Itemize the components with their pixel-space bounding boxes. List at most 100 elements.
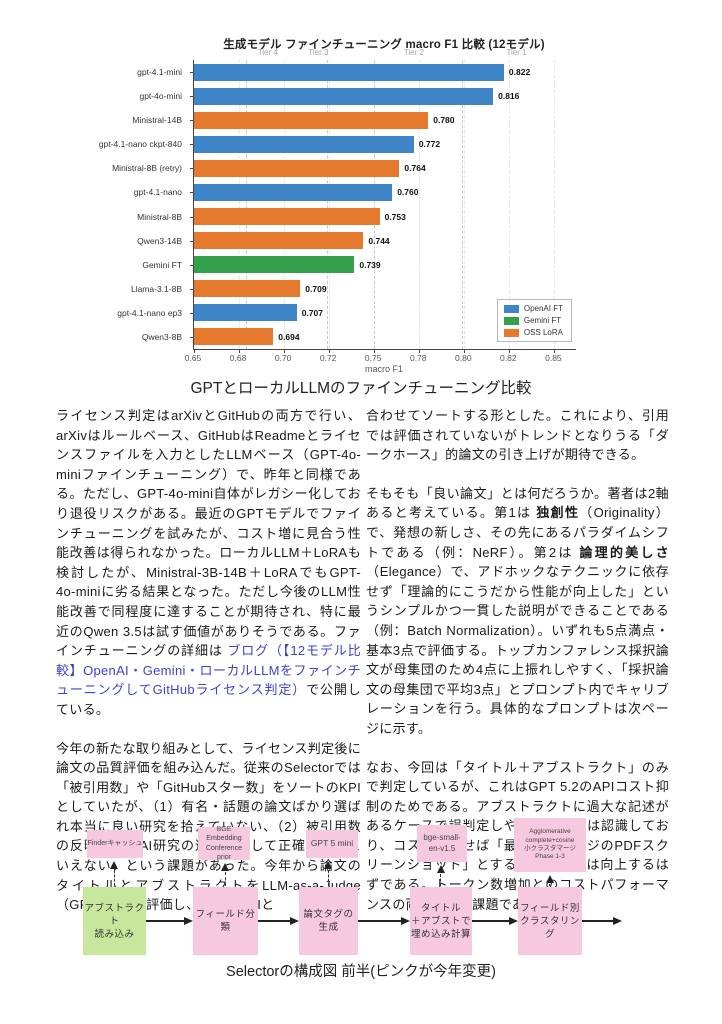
dashed-connector	[549, 884, 551, 886]
chart-bar	[194, 135, 414, 153]
bar-value-label: 0.816	[498, 91, 520, 102]
tier-label: Tier 2	[403, 48, 424, 57]
text-run: そもそも「良い論文」とは何だろうか。著者は2軸あると考えている。第1は	[366, 485, 669, 521]
x-tick-mark	[464, 349, 466, 353]
label-line: フィールド別	[520, 902, 580, 914]
y-tick-mark	[190, 120, 194, 122]
dashed-connector	[440, 874, 442, 886]
label-line: 埋め込み計算	[410, 928, 471, 940]
y-axis-model-label: Qwen3-8B	[141, 331, 182, 342]
bar-value-label: 0.707	[301, 307, 323, 318]
tier-boundary-line	[462, 60, 464, 349]
legend-swatch	[503, 304, 519, 313]
flow-arrow-line	[146, 920, 185, 922]
bar-value-label: 0.709	[305, 283, 327, 294]
chart-bar	[194, 256, 355, 274]
flow-node: アブストラクト 読み込み	[83, 887, 146, 955]
label-line: タイトル	[420, 902, 461, 914]
label-line: BGE Embedding	[206, 826, 242, 843]
y-axis-model-label: Ministral-14B	[132, 115, 182, 126]
label-line: GPT 5 mini	[310, 838, 354, 849]
tier-boundary-line	[327, 60, 329, 349]
grid-line	[464, 60, 466, 349]
paragraph: 合わせてソートする形とした。これにより、引用では評価されていないがトレンドとなり…	[366, 406, 669, 465]
y-tick-mark	[190, 192, 194, 194]
tier-boundary-line	[374, 60, 376, 349]
y-axis-model-label: Ministral-8B	[137, 211, 182, 222]
tier-boundary-line	[246, 60, 248, 349]
x-tick-mark	[194, 349, 195, 353]
chart-bar	[194, 280, 301, 298]
chart-bar	[194, 87, 494, 105]
tier-label: Tier 3	[308, 48, 329, 57]
label-line: フィールド分類	[195, 909, 256, 933]
label-line: Finderキャッシュ	[87, 840, 143, 848]
label-line: アブストラクト	[84, 902, 145, 927]
y-tick-mark	[190, 336, 194, 338]
label-line: complete+cosine	[525, 836, 575, 844]
x-tick-mark	[419, 349, 421, 353]
y-axis-model-label: gpt-4o-mini	[139, 91, 182, 102]
x-tick-mark	[239, 349, 241, 353]
dashed-connector	[224, 872, 226, 886]
flow-arrow-line	[258, 920, 291, 922]
annotation-node: bge-small-en-v1.5	[417, 825, 467, 862]
legend-entry: OpenAI FT	[503, 304, 563, 313]
grid-line	[329, 60, 331, 349]
chart-y-axis-labels: gpt-4.1-mini gpt-4o-mini Ministral-14B gpt-…	[0, 60, 189, 349]
up-arrow-icon	[221, 863, 229, 871]
x-tick-label: 0.75	[364, 353, 382, 363]
label-line: bge-small-	[423, 833, 461, 843]
right-arrow-icon	[290, 916, 299, 925]
label-line: Conference prior	[205, 844, 243, 861]
bar-value-label: 0.694	[278, 331, 300, 342]
bar-value-label: 0.764	[404, 163, 426, 174]
grid-line	[284, 60, 286, 349]
label-line: 小クラスタマージ	[524, 845, 576, 852]
text-run: 独創性	[536, 505, 580, 521]
legend-swatch	[503, 328, 519, 337]
y-axis-model-label: gpt-4.1-nano ckpt-840	[98, 139, 182, 150]
y-axis-model-label: Llama-3.1-8B	[130, 283, 182, 294]
plot-area: Tier 4 Tier 3 Tier 2 Tier 1 0.822 0.816 0.780 0…	[190, 48, 576, 353]
x-tick-mark	[329, 349, 331, 353]
x-tick-mark	[374, 349, 376, 353]
legend-label: OSS LoRA	[523, 328, 563, 337]
x-tick-mark	[554, 349, 556, 353]
annotation-node: Agglomerative complete+cosine 小クラスタマージ Phas…	[514, 818, 586, 872]
legend-swatch	[503, 316, 519, 325]
bar-value-label: 0.780	[433, 115, 455, 126]
chart-bar	[194, 208, 380, 226]
text-run: （Originality）で、発想の新しさ、その先にあるパラダイムシフトである（…	[366, 505, 669, 560]
text-column-right: 合わせてソートする形とした。これにより、引用では評価されていないがトレンドとなり…	[366, 406, 669, 933]
right-arrow-icon	[184, 916, 193, 925]
label-line: Phase 1-3	[535, 853, 565, 861]
label-line: クラスタリング	[520, 915, 580, 940]
legend-label: Gemini FT	[523, 316, 562, 325]
y-tick-mark	[190, 312, 194, 314]
annotation-node: Finderキャッシュ	[87, 830, 143, 858]
dashed-connector	[327, 870, 329, 886]
text-run: （Elegance）で、アドホックなテクニックに依存せず「理論的にこうだから性能…	[366, 564, 669, 736]
legend-label: OpenAI FT	[523, 304, 563, 313]
flow-node: タイトル ＋アブストで 埋め込み計算	[410, 887, 472, 955]
x-tick-label: 0.72	[319, 353, 337, 363]
chart-x-axis-title: macro F1	[364, 364, 403, 374]
tier-label: Tier 4	[257, 48, 278, 57]
right-arrow-icon	[509, 916, 518, 925]
chart-bar	[194, 232, 364, 250]
blog-link[interactable]: ブログ（【12モデル比較】OpenAI・Gemini・ローカルLLMをファインチ…	[56, 643, 361, 698]
chart-bar	[194, 328, 274, 346]
flow-node: フィールド別 クラスタリング	[518, 887, 582, 955]
y-axis-model-label: Qwen3-14B	[137, 235, 182, 246]
label-line: en-v1.5	[428, 843, 456, 853]
chart-bar	[194, 111, 429, 129]
x-tick-label: 0.78	[409, 353, 427, 363]
label-line: 論文タグの生成	[303, 909, 354, 933]
right-arrow-icon	[613, 916, 622, 925]
x-tick-mark	[284, 349, 286, 353]
tier-label: Tier 1	[506, 48, 527, 57]
grid-line	[419, 60, 421, 349]
annotation-node: GPT 5 mini	[306, 830, 358, 858]
paragraph: ライセンス判定はarXivとGitHubの両方で行い、arXivはルールベース、…	[56, 406, 361, 720]
